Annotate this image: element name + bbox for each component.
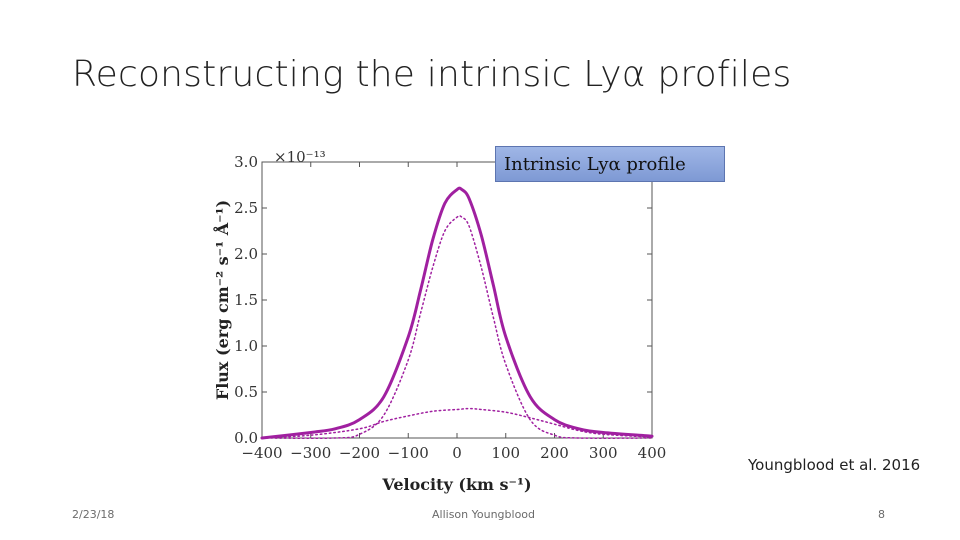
y-tick-label: 2.5	[234, 199, 258, 217]
x-tick-label: −400	[241, 444, 282, 462]
series-line-component-2	[261, 407, 653, 439]
slide-title: Reconstructing the intrinsic Lyα profile…	[72, 54, 792, 95]
y-tick-label: 3.0	[234, 153, 258, 171]
citation: Youngblood et al. 2016	[748, 456, 921, 474]
x-axis-label: Velocity (km s⁻¹)	[381, 475, 531, 494]
y-multiplier-label: ×10⁻¹³	[274, 148, 326, 166]
x-tick-label: 200	[540, 444, 569, 462]
footer-page-number: 8	[878, 508, 885, 521]
series-line-total	[260, 186, 654, 440]
x-tick-label: 300	[589, 444, 618, 462]
footer-author: Allison Youngblood	[432, 508, 536, 521]
y-tick-label: 1.5	[234, 291, 258, 309]
intrinsic-profile-callout: Intrinsic Lyα profile	[495, 146, 725, 182]
series-line-component-1	[261, 215, 653, 440]
x-tick-label: 0	[452, 444, 462, 462]
y-tick-label: 2.0	[234, 245, 258, 263]
y-axis-label: Flux (erg cm⁻² s⁻¹ Å⁻¹)	[211, 200, 232, 400]
x-tick-label: −200	[339, 444, 380, 462]
plot-frame	[261, 161, 653, 439]
x-tick-label: 100	[491, 444, 520, 462]
y-tick-label: 0.5	[234, 383, 258, 401]
x-tick-label: 400	[638, 444, 667, 462]
footer-date: 2/23/18	[72, 508, 115, 521]
y-tick-label: 1.0	[234, 337, 258, 355]
x-tick-label: −300	[290, 444, 331, 462]
y-tick-label: 0.0	[234, 429, 258, 447]
x-tick-label: −100	[388, 444, 429, 462]
